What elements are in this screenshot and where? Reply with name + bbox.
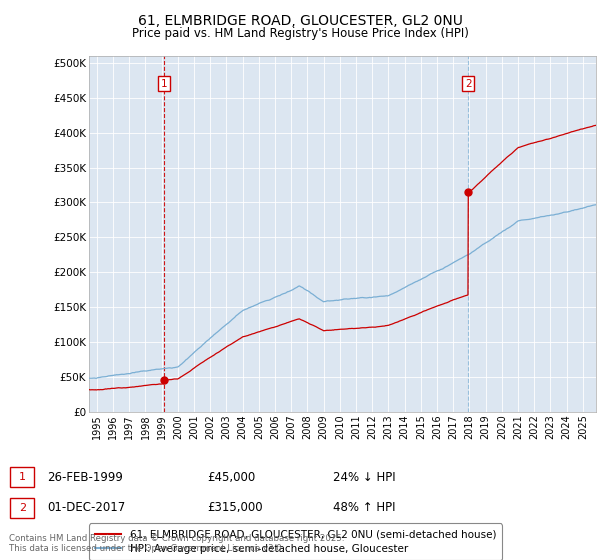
Text: 26-FEB-1999: 26-FEB-1999 bbox=[47, 470, 122, 484]
Text: 24% ↓ HPI: 24% ↓ HPI bbox=[333, 470, 395, 484]
Text: 01-DEC-2017: 01-DEC-2017 bbox=[47, 501, 125, 515]
Text: £315,000: £315,000 bbox=[207, 501, 263, 515]
Text: 1: 1 bbox=[19, 472, 26, 482]
Text: 61, ELMBRIDGE ROAD, GLOUCESTER, GL2 0NU: 61, ELMBRIDGE ROAD, GLOUCESTER, GL2 0NU bbox=[137, 14, 463, 28]
Text: 2: 2 bbox=[19, 503, 26, 513]
Text: 1: 1 bbox=[161, 79, 167, 89]
Text: Price paid vs. HM Land Registry's House Price Index (HPI): Price paid vs. HM Land Registry's House … bbox=[131, 27, 469, 40]
Text: 48% ↑ HPI: 48% ↑ HPI bbox=[333, 501, 395, 515]
Text: £45,000: £45,000 bbox=[207, 470, 255, 484]
Text: 2: 2 bbox=[465, 79, 472, 89]
Text: Contains HM Land Registry data © Crown copyright and database right 2025.: Contains HM Land Registry data © Crown c… bbox=[9, 534, 344, 543]
Text: This data is licensed under the Open Government Licence v3.0.: This data is licensed under the Open Gov… bbox=[9, 544, 284, 553]
Legend: 61, ELMBRIDGE ROAD, GLOUCESTER, GL2 0NU (semi-detached house), HPI: Average pric: 61, ELMBRIDGE ROAD, GLOUCESTER, GL2 0NU … bbox=[89, 524, 502, 560]
